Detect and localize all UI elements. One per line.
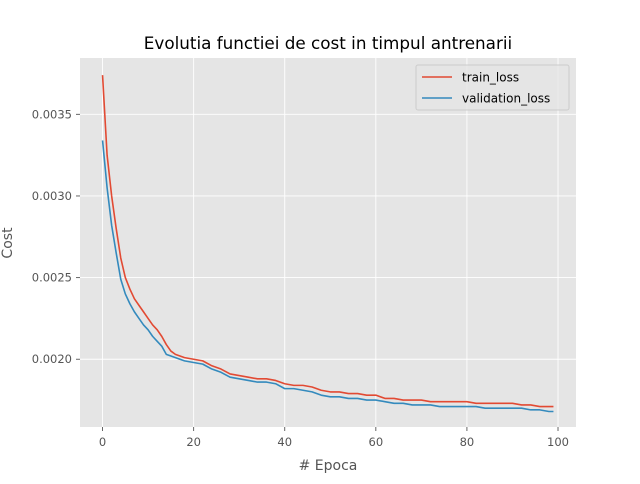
plot-area	[80, 58, 576, 427]
x-tick-label: 40	[277, 435, 292, 449]
x-tick-label: 80	[460, 435, 475, 449]
series-line-validation-loss	[101, 140, 554, 413]
legend-label-train-loss: train_loss	[462, 71, 519, 85]
series-line-train-loss	[101, 75, 554, 408]
x-tick-label: 20	[186, 435, 201, 449]
chart-title: Evolutia functiei de cost in timpul antr…	[144, 33, 512, 53]
series-lines	[101, 75, 554, 413]
y-tick-label: 0.0030	[32, 189, 72, 203]
y-tick-label: 0.0025	[32, 271, 72, 285]
legend-box	[415, 64, 570, 111]
x-tick-label: 0	[99, 435, 106, 449]
x-tick-label: 60	[369, 435, 384, 449]
y-tick-label: 0.0020	[32, 352, 72, 366]
axis-ticks: 0 20 40 60 80 100 0.0020 0.0025 0.0030 0.0035	[32, 107, 569, 449]
legend-label-validation-loss: validation_loss	[462, 92, 550, 106]
x-axis-label: # Epoca	[299, 458, 358, 474]
x-tick-label: 100	[547, 435, 569, 449]
y-tick-label: 0.0035	[32, 107, 72, 121]
legend: train_loss validation_loss	[415, 64, 570, 111]
y-axis-label: Cost	[0, 227, 16, 259]
grid	[80, 58, 576, 427]
